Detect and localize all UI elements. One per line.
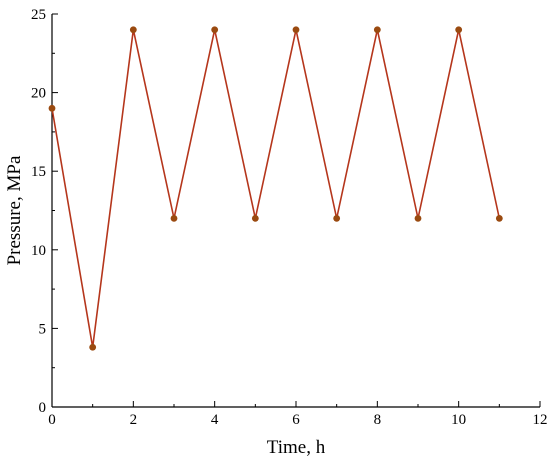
x-tick-label: 0 <box>48 412 56 428</box>
y-tick-label: 5 <box>39 321 47 337</box>
y-ticks: 0 5 10 15 20 25 <box>31 7 58 416</box>
data-point <box>373 26 381 34</box>
data-point <box>89 343 97 351</box>
data-point <box>333 214 341 222</box>
x-tick-label: 4 <box>211 412 219 428</box>
plot-area: 0 2 4 6 8 10 12 0 5 10 15 20 25 <box>31 7 548 428</box>
x-tick-label: 6 <box>292 412 300 428</box>
data-point <box>211 26 219 34</box>
x-axis-title: Time, h <box>267 437 326 458</box>
data-point <box>129 26 137 34</box>
x-ticks: 0 2 4 6 8 10 12 <box>48 401 548 428</box>
y-tick-label: 15 <box>31 164 46 180</box>
data-point <box>170 214 178 222</box>
y-axis-title: Pressure, MPa <box>4 155 25 265</box>
x-tick-label: 12 <box>533 412 548 428</box>
data-point <box>414 214 422 222</box>
data-point <box>251 214 259 222</box>
y-tick-label: 25 <box>31 7 46 23</box>
x-tick-label: 8 <box>374 412 382 428</box>
y-tick-label: 0 <box>39 400 47 416</box>
data-point <box>292 26 300 34</box>
data-point <box>455 26 463 34</box>
y-tick-label: 20 <box>31 86 46 102</box>
data-point <box>48 104 56 112</box>
x-tick-label: 10 <box>451 412 466 428</box>
series-layer <box>48 26 503 351</box>
data-point <box>495 214 503 222</box>
y-tick-label: 10 <box>31 243 46 259</box>
x-tick-label: 2 <box>130 412 138 428</box>
series-line <box>51 29 501 348</box>
